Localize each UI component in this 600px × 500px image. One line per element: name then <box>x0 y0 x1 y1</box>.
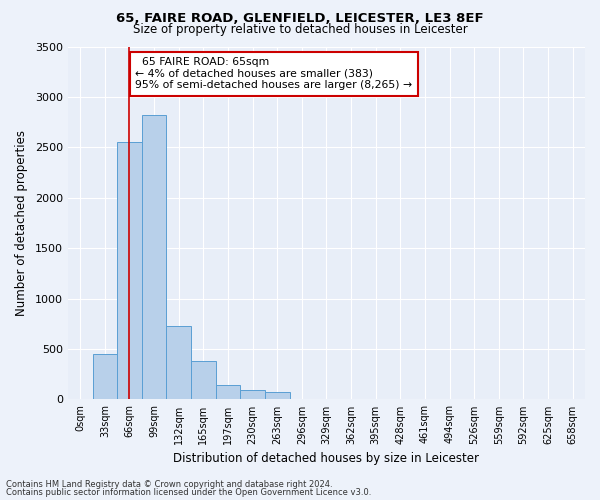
Bar <box>68 399 92 400</box>
Bar <box>191 361 215 400</box>
Text: 65 FAIRE ROAD: 65sqm
← 4% of detached houses are smaller (383)
95% of semi-detac: 65 FAIRE ROAD: 65sqm ← 4% of detached ho… <box>135 57 412 90</box>
Text: Contains public sector information licensed under the Open Government Licence v3: Contains public sector information licen… <box>6 488 371 497</box>
X-axis label: Distribution of detached houses by size in Leicester: Distribution of detached houses by size … <box>173 452 479 465</box>
Bar <box>117 142 142 400</box>
Bar <box>166 326 191 400</box>
Bar <box>215 385 240 400</box>
Bar <box>265 392 290 400</box>
Bar <box>240 390 265 400</box>
Bar <box>92 354 117 400</box>
Bar <box>142 115 166 400</box>
Text: Size of property relative to detached houses in Leicester: Size of property relative to detached ho… <box>133 22 467 36</box>
Text: Contains HM Land Registry data © Crown copyright and database right 2024.: Contains HM Land Registry data © Crown c… <box>6 480 332 489</box>
Text: 65, FAIRE ROAD, GLENFIELD, LEICESTER, LE3 8EF: 65, FAIRE ROAD, GLENFIELD, LEICESTER, LE… <box>116 12 484 26</box>
Y-axis label: Number of detached properties: Number of detached properties <box>15 130 28 316</box>
